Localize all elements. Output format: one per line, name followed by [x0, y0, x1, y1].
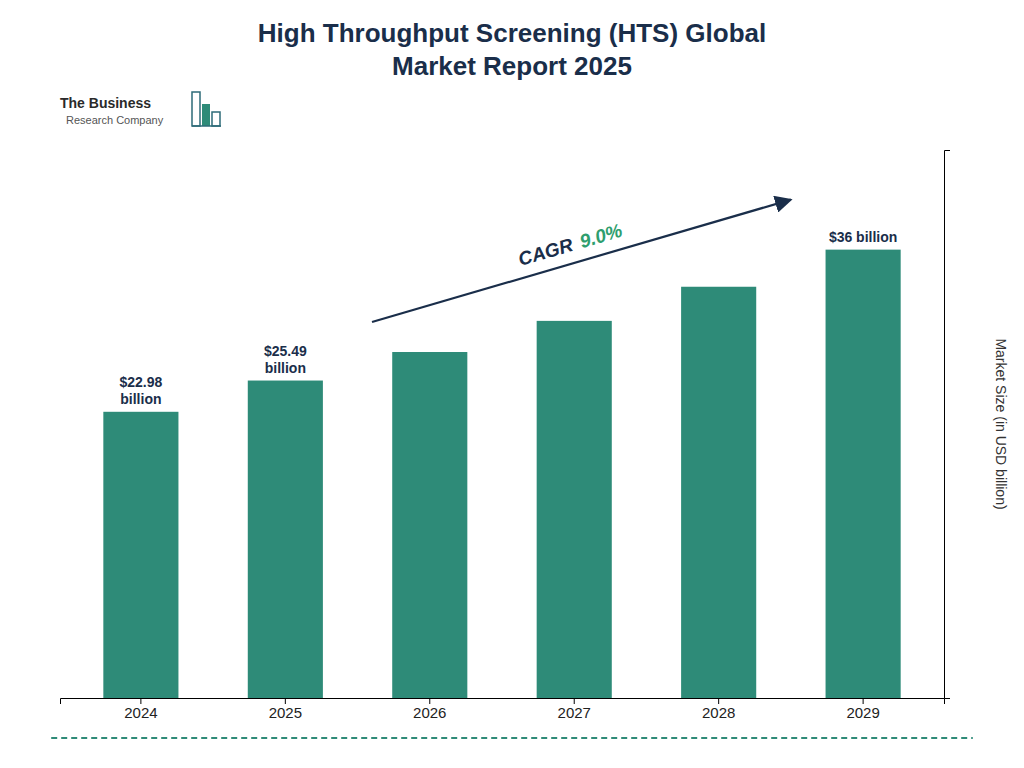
- x-tick: 2027: [558, 698, 591, 721]
- y-axis: [945, 151, 951, 699]
- cagr-label: CAGR9.0%: [516, 220, 625, 270]
- footer-line: [51, 737, 973, 739]
- x-tick-label: 2026: [413, 704, 446, 721]
- logo-icon-bar: [202, 104, 210, 126]
- chart: High Throughput Screening (HTS) GlobalMa…: [0, 0, 1024, 768]
- plot-area: [103, 250, 900, 698]
- logo-icon-bar: [212, 112, 220, 126]
- data-label-line: $36 billion: [829, 229, 897, 245]
- bar: [392, 352, 467, 698]
- cagr-arrow: [372, 200, 791, 322]
- x-tick-label: 2028: [702, 704, 735, 721]
- logo-subname: Research Company: [66, 114, 164, 126]
- x-tick: 2025: [269, 698, 302, 721]
- logo-icon: [192, 92, 221, 126]
- x-tick: 2029: [846, 698, 879, 721]
- cagr-text: CAGR: [516, 234, 576, 270]
- title-line: Market Report 2025: [392, 51, 632, 81]
- x-axis-line: [61, 699, 945, 705]
- logo-icon-base: [192, 125, 221, 127]
- x-tick: 2028: [702, 698, 735, 721]
- y-axis-line: [945, 151, 951, 699]
- data-label: $36 billion: [829, 229, 897, 245]
- data-label-line: $25.49: [264, 343, 307, 359]
- x-tick-label: 2029: [846, 704, 879, 721]
- bar: [103, 412, 178, 698]
- data-label: $25.49billion: [264, 343, 307, 376]
- data-label-line: $22.98: [119, 374, 162, 390]
- data-label: $22.98billion: [119, 374, 162, 407]
- logo-icon-bar: [192, 92, 200, 126]
- data-labels: $22.98billion$25.49billion$36 billion: [119, 229, 897, 407]
- y-axis-label: Market Size (in USD billion): [993, 338, 1009, 509]
- logo: The Business Research Company: [60, 92, 221, 126]
- x-tick: 2026: [413, 698, 446, 721]
- bar: [826, 250, 901, 698]
- logo-name: The Business: [60, 95, 151, 111]
- cagr-value: 9.0%: [577, 220, 625, 252]
- x-tick-label: 2027: [558, 704, 591, 721]
- bar: [248, 381, 323, 698]
- data-label-line: billion: [265, 360, 306, 376]
- bar: [537, 321, 612, 698]
- x-tick: 2024: [124, 698, 157, 721]
- x-tick-label: 2024: [124, 704, 157, 721]
- bar: [681, 287, 756, 698]
- x-tick-label: 2025: [269, 704, 302, 721]
- data-label-line: billion: [120, 391, 161, 407]
- title: High Throughput Screening (HTS) GlobalMa…: [258, 18, 766, 81]
- title-line: High Throughput Screening (HTS) Global: [258, 18, 766, 48]
- x-axis: 2024 2025 2026 2027 2028 2029: [61, 698, 945, 721]
